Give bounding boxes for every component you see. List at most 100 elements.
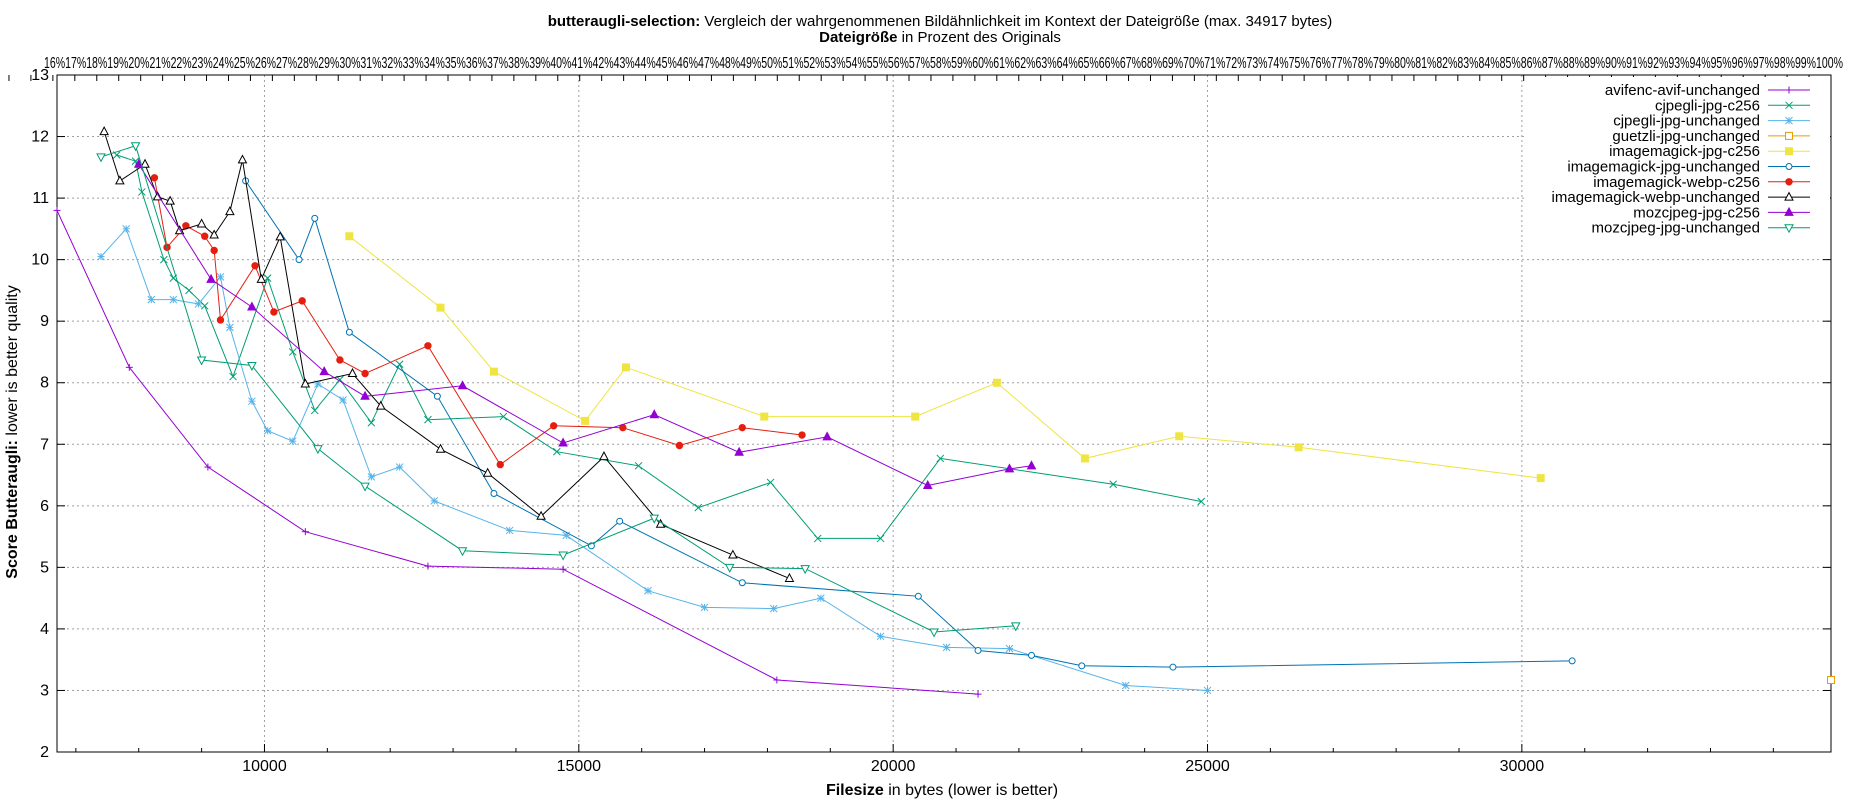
data-point: [1197, 497, 1206, 506]
data-point: [53, 206, 61, 214]
data-point: [773, 676, 781, 684]
legend-item: imagemagick-webp-c256: [1593, 174, 1810, 191]
x-tick-label: 30000: [1500, 758, 1545, 775]
series-line: [103, 131, 790, 579]
data-point: [200, 301, 209, 310]
data-point: [457, 547, 468, 557]
legend-label: avifenc-avif-unchanged: [1605, 82, 1760, 99]
legend-label: imagemagick-jpg-unchanged: [1567, 159, 1760, 176]
data-point: [490, 490, 498, 498]
data-point: [558, 437, 568, 447]
data-point: [1785, 101, 1793, 110]
data-point: [1785, 86, 1793, 94]
y-tick-label: 7: [40, 436, 49, 453]
data-point: [1080, 454, 1089, 463]
data-point: [300, 378, 311, 388]
data-point: [216, 316, 225, 324]
data-point: [936, 454, 945, 463]
data-point: [275, 231, 286, 241]
data-point: [345, 232, 354, 241]
data-point: [700, 603, 709, 612]
data-point: [1004, 463, 1015, 473]
data-point: [130, 142, 141, 152]
data-point: [922, 479, 933, 490]
data-point: [1784, 224, 1794, 234]
plot-frame: [56, 74, 1832, 753]
data-point: [424, 562, 432, 570]
data-point: [367, 473, 376, 481]
legend-item: mozcjpeg-jpg-c256: [1633, 204, 1810, 221]
data-point: [1784, 206, 1794, 216]
series-avifenc-avif-unchanged: [53, 206, 982, 698]
data-point: [345, 328, 353, 336]
legend-label: cjpegli-jpg-c256: [1655, 97, 1760, 114]
y-tick-label: 3: [40, 682, 49, 699]
data-point: [204, 463, 212, 471]
data-point: [263, 274, 272, 282]
chart-subtitle: Dateigröße in Prozent des Originals: [819, 29, 1061, 46]
data-point: [1785, 178, 1793, 186]
series-guetzli-jpg-unchanged: [1827, 675, 1835, 684]
data-point: [822, 431, 832, 441]
data-point: [165, 195, 175, 205]
x-tick-label: 15000: [557, 758, 602, 775]
data-point: [248, 397, 256, 406]
data-point: [634, 461, 643, 470]
series-imagemagick-webp-unchanged: [99, 126, 795, 582]
legend-item: imagemagick-jpg-c256: [1609, 143, 1810, 160]
data-point: [621, 363, 630, 372]
data-point: [295, 256, 303, 264]
data-point: [185, 286, 193, 295]
data-point: [1121, 681, 1130, 690]
data-point: [251, 262, 259, 270]
data-point: [367, 418, 376, 427]
series-line: [245, 180, 1573, 668]
data-point: [734, 446, 744, 456]
y-tick-label: 9: [40, 313, 49, 330]
data-point: [549, 422, 558, 430]
data-point: [728, 549, 738, 559]
data-point: [1027, 651, 1035, 659]
data-point: [360, 390, 370, 400]
data-point: [1827, 675, 1835, 684]
data-point: [196, 356, 207, 366]
data-point: [911, 412, 920, 421]
data-point: [433, 392, 441, 400]
data-point: [361, 369, 369, 378]
legend-label: mozcjpeg-jpg-unchanged: [1592, 220, 1760, 237]
data-point: [226, 323, 234, 332]
legend-item: avifenc-avif-unchanged: [1605, 82, 1810, 99]
y-tick-label: 11: [32, 190, 49, 207]
grid-lines: [57, 75, 1831, 752]
y-tick-label: 5: [40, 559, 49, 576]
legend-label: cjpegli-jpg-unchanged: [1613, 113, 1760, 130]
y-tick-label: 4: [40, 621, 49, 638]
series-mozcjpeg-jpg-unchanged: [96, 142, 1021, 638]
legend-item: cjpegli-jpg-unchanged: [1613, 113, 1810, 130]
y-tick-label: 8: [40, 375, 49, 392]
data-point: [536, 510, 546, 520]
y-tick-label: 13: [31, 67, 49, 84]
data-point: [247, 301, 257, 311]
series-line: [56, 210, 979, 695]
data-point: [435, 443, 446, 453]
x2-tick-labels: 16%17%18%19%20%21%22%23%24%25%26%27%28%2…: [44, 55, 1843, 72]
data-point: [766, 478, 775, 487]
data-point: [125, 363, 133, 371]
legend-label: imagemagick-webp-c256: [1593, 174, 1760, 191]
series-line: [138, 163, 1032, 487]
data-point: [1785, 147, 1793, 156]
data-point: [247, 361, 257, 372]
data-point: [724, 563, 735, 573]
data-point: [311, 214, 319, 222]
data-point: [552, 447, 561, 456]
data-point: [201, 232, 209, 240]
data-point: [97, 252, 105, 261]
data-point: [992, 378, 1001, 387]
data-point: [644, 586, 652, 595]
data-point: [210, 246, 218, 255]
legend: avifenc-avif-unchangedcjpegli-jpg-c256cj…: [1525, 77, 1830, 237]
data-point: [784, 572, 795, 582]
x-tick-label: 25000: [1185, 758, 1230, 775]
